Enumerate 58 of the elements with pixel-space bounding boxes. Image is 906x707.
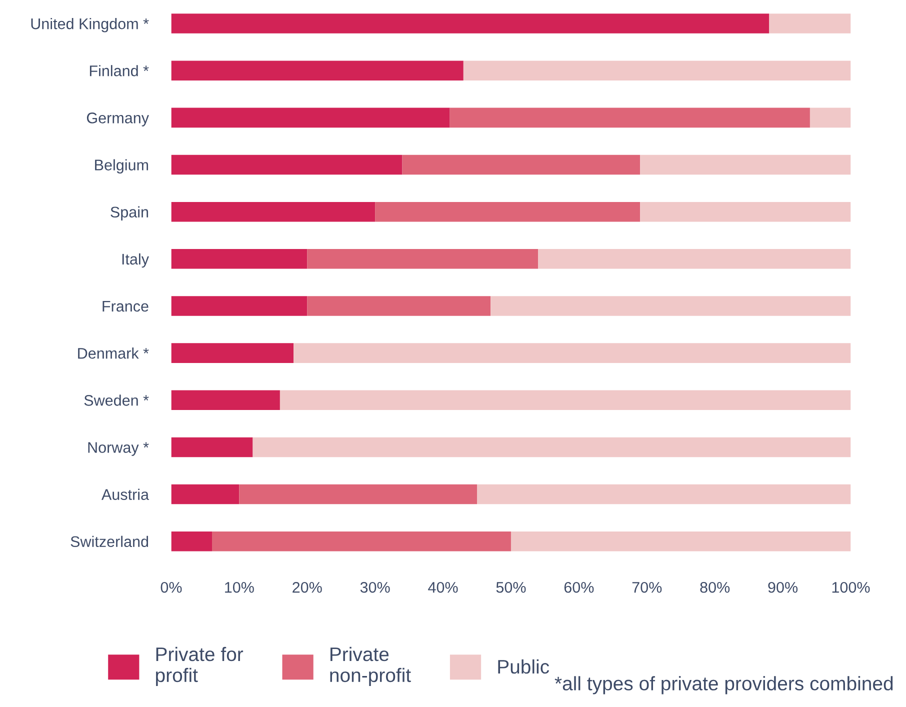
x-tick-label: 20% bbox=[292, 582, 322, 593]
bar bbox=[490, 296, 851, 316]
bar bbox=[171, 154, 402, 175]
bar bbox=[171, 296, 308, 316]
y-tick-label: Denmark * bbox=[78, 348, 149, 359]
bar bbox=[450, 108, 810, 128]
y-tick-label: Sweden * bbox=[84, 394, 149, 406]
bar bbox=[375, 202, 640, 222]
bar bbox=[294, 343, 851, 363]
bar bbox=[171, 531, 212, 552]
bar bbox=[769, 14, 851, 34]
y-tick-label: Germany bbox=[86, 112, 149, 126]
x-tick-label: 80% bbox=[700, 582, 730, 593]
y-tick-label: Austria bbox=[101, 488, 150, 500]
bar bbox=[171, 484, 240, 504]
y-tick-label: Finland * bbox=[90, 65, 149, 76]
y-tick-label: Italy bbox=[122, 253, 149, 268]
bar bbox=[280, 390, 851, 410]
bar bbox=[171, 14, 770, 34]
bar bbox=[171, 108, 450, 128]
bar bbox=[463, 60, 851, 80]
legend-label: Private non-profit bbox=[330, 646, 411, 686]
y-tick-label: France bbox=[102, 301, 148, 312]
x-tick-label: 100% bbox=[832, 582, 870, 593]
x-tick-label: 40% bbox=[428, 582, 458, 593]
bar bbox=[510, 531, 851, 552]
bar bbox=[171, 390, 280, 410]
y-tick-label: Spain bbox=[110, 206, 148, 221]
bar bbox=[171, 60, 464, 80]
y-tick-label: Belgium bbox=[95, 159, 148, 174]
x-tick-label: 50% bbox=[496, 582, 526, 593]
bar bbox=[477, 484, 851, 504]
x-tick-label: 70% bbox=[632, 582, 662, 593]
y-tick-label: Norway * bbox=[88, 442, 149, 456]
bar bbox=[640, 154, 851, 175]
x-tick-label: 30% bbox=[360, 582, 390, 593]
bar bbox=[171, 249, 308, 269]
bar bbox=[640, 202, 851, 222]
bar bbox=[307, 296, 491, 316]
bar bbox=[239, 484, 478, 504]
bar bbox=[171, 202, 376, 222]
y-tick-label: United Kingdom * bbox=[31, 18, 149, 32]
bar bbox=[810, 108, 851, 128]
x-tick-label: 0% bbox=[160, 582, 182, 593]
x-tick-label: 10% bbox=[225, 582, 254, 593]
bar bbox=[538, 249, 851, 269]
x-tick-label: 90% bbox=[768, 582, 798, 593]
legend-label: Public bbox=[498, 659, 550, 674]
y-tick-label: Switzerland bbox=[70, 536, 148, 548]
bar bbox=[402, 154, 640, 175]
bar bbox=[212, 531, 511, 552]
bar bbox=[171, 437, 253, 458]
bar bbox=[252, 437, 851, 458]
legend-label: Private for profit bbox=[156, 646, 244, 686]
x-tick-label: 60% bbox=[564, 582, 594, 593]
bar bbox=[307, 249, 538, 269]
bar bbox=[171, 343, 294, 363]
text: *all types of private providers combined bbox=[554, 676, 893, 694]
